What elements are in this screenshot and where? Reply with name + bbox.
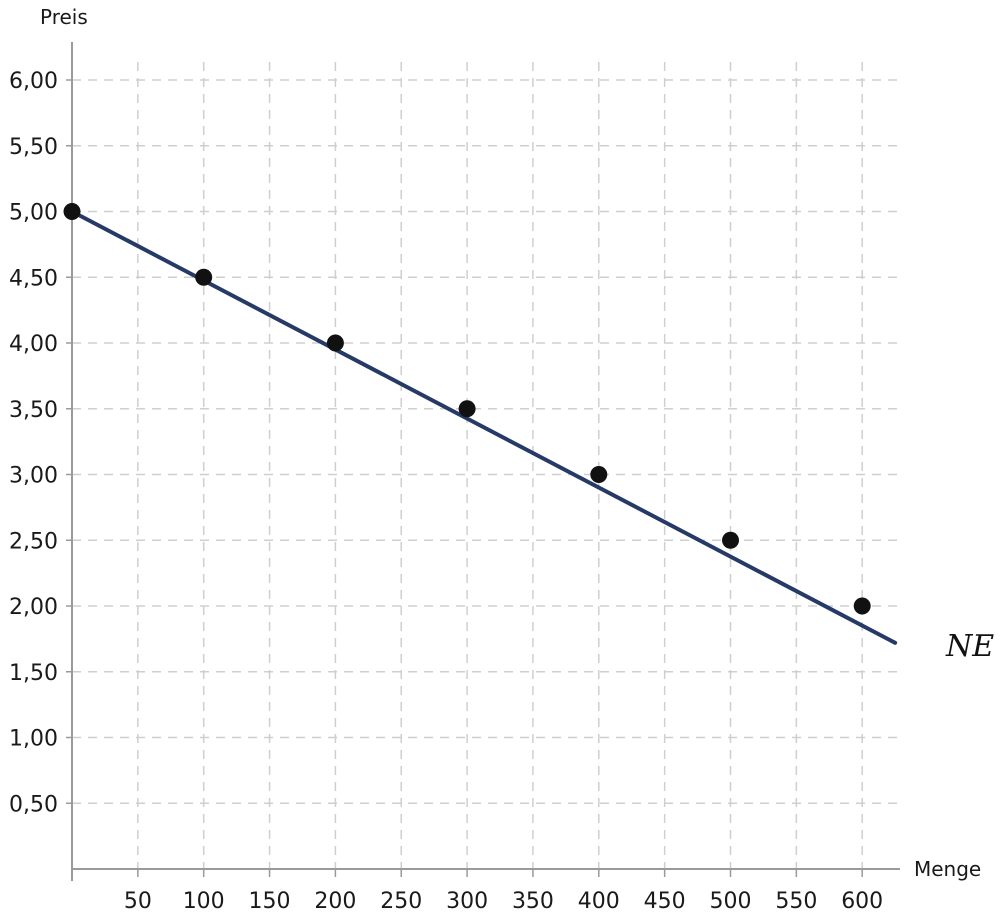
x-tick-label: 500	[710, 889, 752, 914]
y-tick-label: 4,00	[9, 332, 58, 357]
x-tick-label: 100	[183, 889, 225, 914]
y-tick-label: 2,00	[9, 595, 58, 620]
x-tick-label: 300	[446, 889, 488, 914]
y-tick-label: 2,50	[9, 529, 58, 554]
x-tick-label: 250	[380, 889, 422, 914]
data-point	[63, 203, 81, 220]
data-point	[326, 334, 344, 352]
y-tick-label: 1,00	[9, 727, 58, 752]
x-tick-label: 50	[124, 889, 152, 914]
series-label-ne: NE	[945, 629, 994, 664]
data-point	[195, 268, 213, 286]
series-group	[63, 203, 898, 645]
x-tick-label: 350	[512, 889, 554, 914]
x-axis-title: Menge	[914, 857, 981, 881]
x-tick-label: 400	[578, 889, 620, 914]
grid	[72, 62, 900, 869]
y-axis-title: Preis	[40, 5, 88, 29]
tick-labels: 50 100 150 200 250 300 350 400 450 500 550 600 0,50 1…	[9, 69, 883, 914]
data-point	[458, 400, 476, 418]
y-tick-label: 5,00	[9, 201, 58, 226]
x-tick-label: 600	[841, 889, 883, 914]
y-tick-label: 0,50	[9, 792, 58, 817]
y-tick-label: 1,50	[9, 661, 58, 686]
data-point	[590, 466, 608, 483]
y-tick-label: 3,00	[9, 464, 58, 489]
x-tick-label: 550	[775, 889, 817, 914]
y-tick-label: 5,50	[9, 135, 58, 160]
axes	[71, 42, 900, 881]
y-tick-label: 3,50	[9, 398, 58, 423]
y-tick-label: 6,00	[9, 69, 58, 94]
data-point	[853, 597, 871, 615]
x-tick-label: 150	[249, 889, 291, 914]
x-tick-label: 450	[644, 889, 686, 914]
data-point	[722, 531, 739, 549]
y-tick-label: 4,50	[9, 266, 58, 291]
x-tick-label: 200	[314, 889, 356, 914]
